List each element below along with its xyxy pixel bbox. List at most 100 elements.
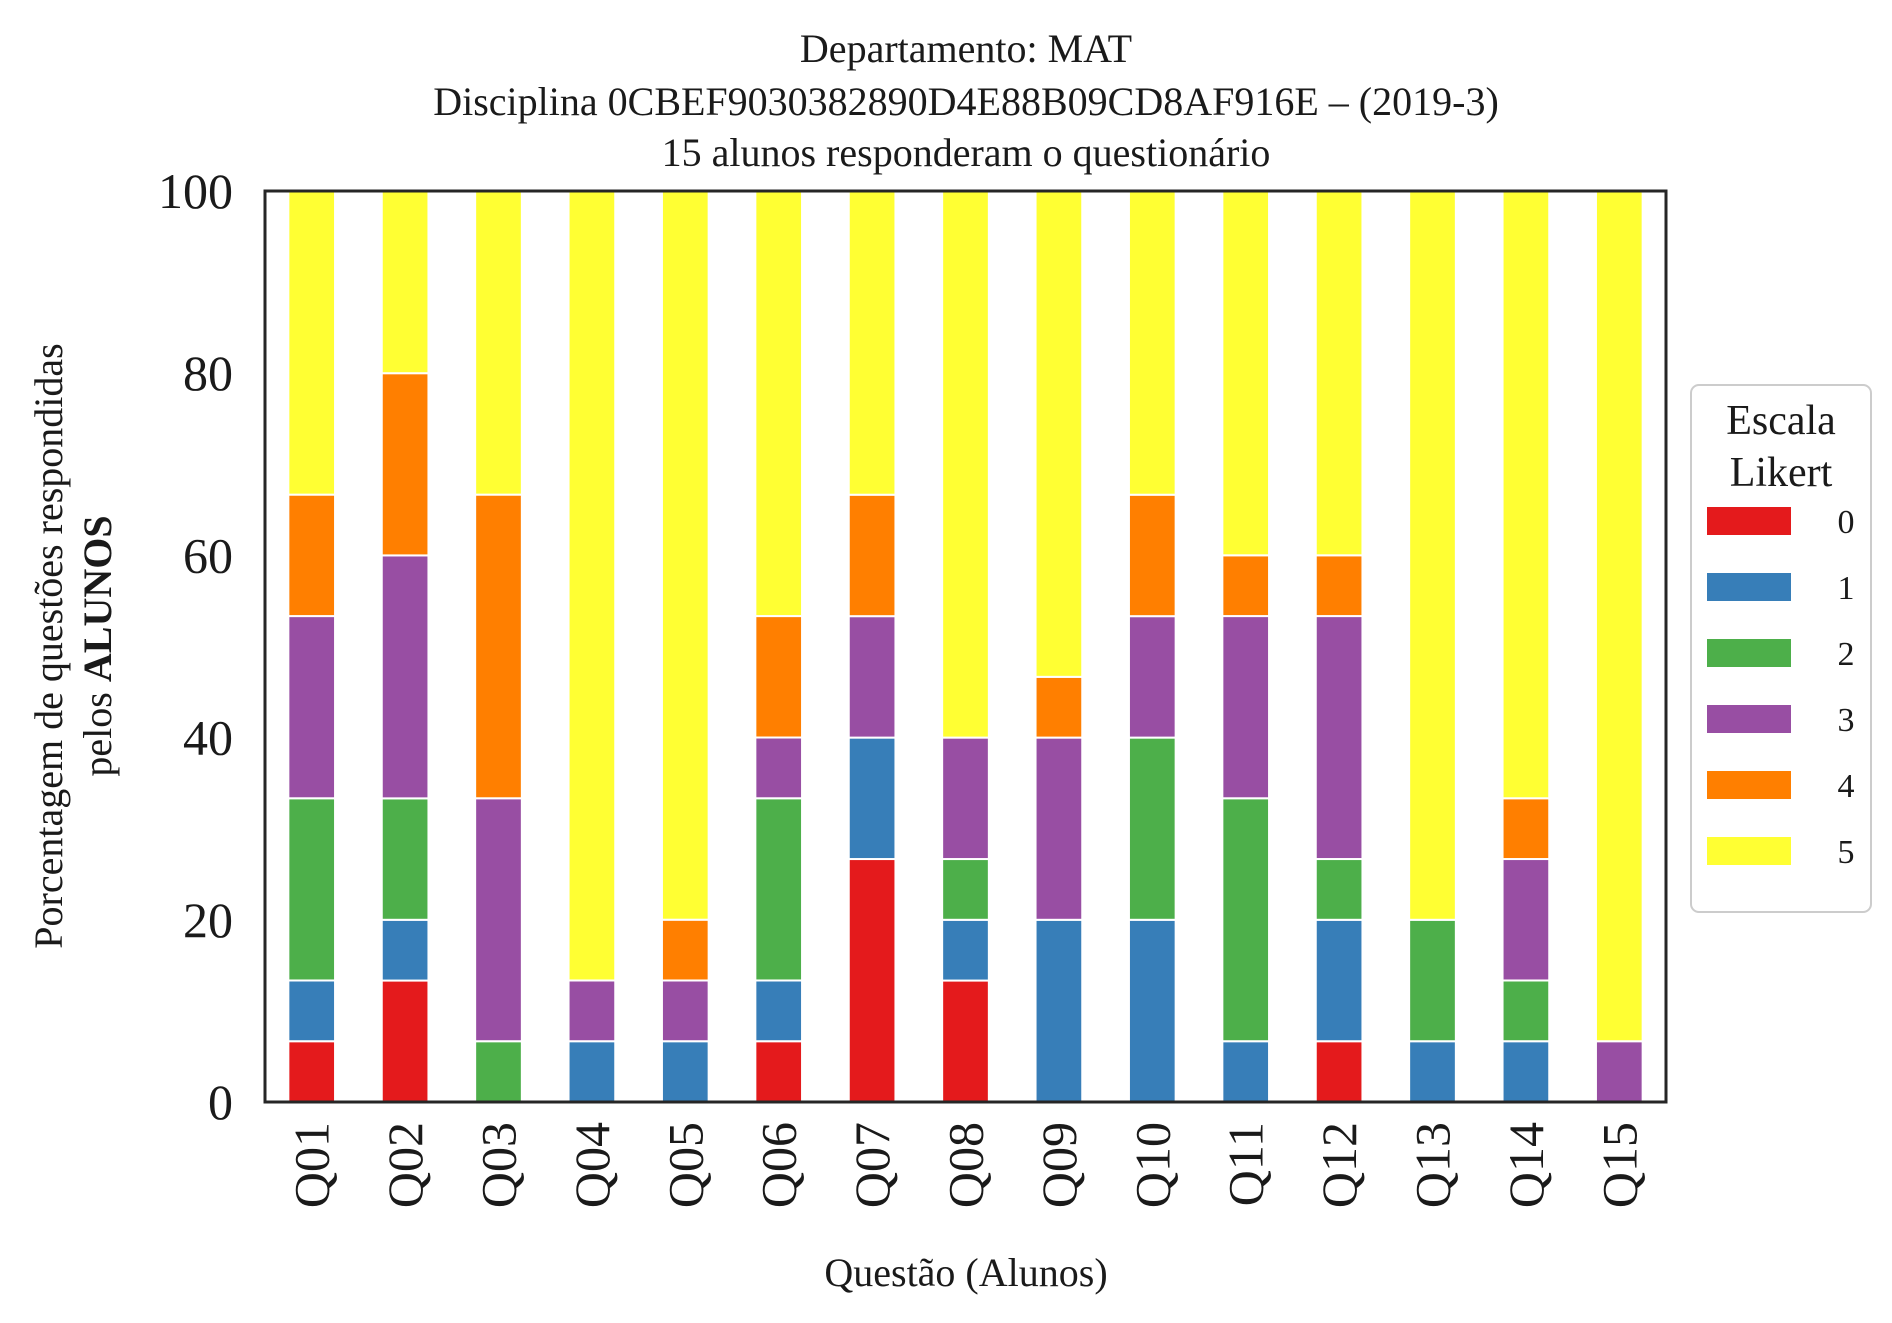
- bar-segment-q02-likert-3: [380, 554, 430, 800]
- bar-segment-q03-likert-2: [474, 1040, 523, 1103]
- y-axis-label-line1: Porcentagem de questões respondidas: [26, 343, 71, 948]
- bar-segment-q05-likert-4: [660, 918, 710, 982]
- bar-segment-q02-likert-2: [380, 797, 430, 921]
- legend-title-line2: Likert: [1730, 450, 1833, 496]
- bar-segment-q13-likert-5: [1408, 190, 1457, 921]
- legend: Escala Likert 0 1 2 3 4 5: [1690, 384, 1872, 913]
- bar-segment-q04-likert-3: [567, 979, 617, 1043]
- bar-segment-q12-likert-4: [1314, 554, 1364, 618]
- bar-segment-q05-likert-3: [660, 979, 710, 1043]
- bar-segment-q12-likert-2: [1314, 858, 1364, 921]
- bar-segment-q10-likert-1: [1127, 918, 1177, 1103]
- bar-segment-q10-likert-3: [1127, 615, 1177, 739]
- bar-segment-q05-likert-1: [660, 1040, 710, 1103]
- y-axis-label-line2: pelos ALUNOS: [75, 515, 120, 776]
- bar-segment-q14-likert-2: [1501, 979, 1551, 1043]
- bar-segment-q06-likert-2: [754, 797, 804, 982]
- bar-segment-q07-likert-4: [847, 493, 897, 618]
- bar-segment-q06-likert-4: [754, 615, 804, 739]
- bar-segment-q15-likert-3: [1594, 1040, 1644, 1103]
- bar-segment-q13-likert-2: [1408, 918, 1457, 1043]
- bar-segment-q02-likert-4: [380, 372, 430, 557]
- bar-segment-q02-likert-5: [380, 190, 430, 375]
- legend-label-2: 2: [1838, 636, 1855, 673]
- legend-swatch-4: [1707, 771, 1791, 799]
- y-axis-ticks: 0 20 40 60 80 100: [158, 163, 233, 1130]
- bar-segment-q10-likert-2: [1127, 736, 1177, 921]
- x-tick-label-q03: Q03: [471, 1122, 527, 1208]
- bar-segment-q11-likert-1: [1221, 1040, 1271, 1103]
- bar-segment-q06-likert-3: [754, 736, 804, 800]
- bar-segment-q08-likert-3: [941, 736, 990, 861]
- bar-segment-q14-likert-4: [1501, 797, 1551, 861]
- bar-segment-q11-likert-2: [1221, 797, 1271, 1043]
- legend-label-0: 0: [1838, 504, 1855, 541]
- x-tick-label-q01: Q01: [284, 1122, 340, 1208]
- x-tick-label-q08: Q08: [938, 1122, 994, 1208]
- chart-subtitle-respondents: 15 alunos responderam o questionário: [662, 130, 1271, 175]
- bar-segment-q09-likert-4: [1034, 675, 1084, 739]
- bar-segment-q08-likert-1: [941, 918, 990, 982]
- chart-title-department: Departamento: MAT: [800, 26, 1132, 71]
- bar-segment-q12-likert-1: [1314, 918, 1364, 1043]
- bar-segment-q04-likert-5: [567, 189, 617, 982]
- bar-segment-q08-likert-5: [941, 190, 990, 739]
- bar-segment-q09-likert-5: [1034, 190, 1084, 678]
- bar-segment-q04-likert-1: [567, 1040, 617, 1103]
- bar-segment-q09-likert-3: [1034, 736, 1084, 921]
- bar-segment-q01-likert-0: [287, 1040, 337, 1103]
- legend-swatch-1: [1707, 573, 1791, 601]
- y-tick-label-0: 0: [208, 1074, 233, 1130]
- chart-title-course: Disciplina 0CBEF9030382890D4E88B09CD8AF9…: [433, 79, 1499, 124]
- y-tick-label-100: 100: [158, 163, 233, 219]
- bar-segment-q08-likert-2: [941, 858, 990, 921]
- bar-segment-q12-likert-3: [1314, 615, 1364, 861]
- bar-segment-q01-likert-5: [287, 190, 337, 496]
- bar-segment-q06-likert-1: [754, 979, 804, 1043]
- bar-segment-q01-likert-1: [287, 979, 337, 1043]
- bar-segment-q05-likert-5: [660, 189, 710, 921]
- bar-segment-q12-likert-5: [1314, 189, 1364, 557]
- x-tick-label-q06: Q06: [751, 1122, 807, 1208]
- y-tick-label-40: 40: [183, 710, 233, 766]
- x-axis-ticks: Q01 Q02 Q03 Q04 Q05 Q06 Q07 Q08 Q09 Q10 Q11 Q12 Q13 Q…: [284, 1122, 1648, 1208]
- y-tick-label-20: 20: [183, 892, 233, 948]
- bar-segment-q14-likert-1: [1501, 1040, 1551, 1103]
- bar-segment-q11-likert-5: [1221, 189, 1271, 557]
- legend-swatch-3: [1707, 705, 1791, 733]
- bar-segment-q07-likert-1: [847, 736, 897, 861]
- bar-segment-q14-likert-3: [1501, 858, 1551, 982]
- x-tick-label-q07: Q07: [844, 1122, 900, 1208]
- bar-segment-q01-likert-2: [287, 797, 337, 982]
- legend-swatch-2: [1707, 639, 1791, 667]
- x-axis-label: Questão (Alunos): [824, 1250, 1107, 1295]
- x-tick-label-q12: Q12: [1311, 1122, 1367, 1208]
- x-tick-label-q10: Q10: [1124, 1122, 1180, 1208]
- x-tick-label-q15: Q15: [1591, 1122, 1647, 1208]
- legend-swatch-0: [1707, 507, 1791, 535]
- bar-segment-q10-likert-5: [1127, 190, 1177, 496]
- bar-segment-q03-likert-3: [474, 797, 523, 1043]
- bar-segment-q11-likert-3: [1221, 615, 1271, 800]
- x-tick-label-q11: Q11: [1218, 1122, 1274, 1206]
- bar-segment-q10-likert-4: [1127, 493, 1177, 618]
- bar-segment-q12-likert-0: [1314, 1040, 1364, 1103]
- bar-segment-q06-likert-5: [754, 189, 804, 618]
- bar-segment-q03-likert-4: [474, 493, 523, 800]
- plot-frame: [263, 189, 1668, 1104]
- y-tick-label-80: 80: [183, 345, 233, 401]
- bar-segment-q03-likert-5: [474, 190, 523, 496]
- legend-label-5: 5: [1838, 834, 1855, 871]
- bar-segment-q07-likert-3: [847, 615, 897, 739]
- x-tick-label-q05: Q05: [657, 1122, 713, 1208]
- legend-title-line1: Escala: [1726, 398, 1836, 444]
- x-tick-label-q09: Q09: [1031, 1122, 1087, 1208]
- bar-segment-q01-likert-3: [287, 615, 337, 800]
- bar-segment-q13-likert-1: [1408, 1040, 1457, 1103]
- y-axis-label-bold: ALUNOS: [75, 515, 120, 682]
- x-tick-label-q13: Q13: [1405, 1122, 1461, 1208]
- bar-segment-q02-likert-1: [380, 918, 430, 982]
- bar-segment-q15-likert-5: [1594, 190, 1644, 1043]
